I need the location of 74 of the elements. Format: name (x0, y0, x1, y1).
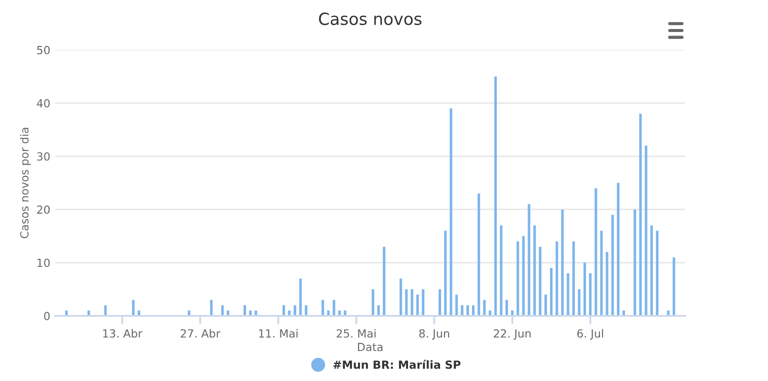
bar (634, 209, 636, 316)
bar (650, 225, 653, 316)
bar (516, 241, 520, 316)
bar (578, 289, 580, 316)
y-tick-label: 0 (44, 312, 50, 320)
bar (438, 289, 442, 316)
bar (460, 305, 464, 316)
bar (672, 257, 676, 316)
bar (405, 289, 408, 316)
bar (478, 194, 480, 316)
bar (382, 246, 386, 316)
bar (656, 230, 658, 316)
bar (294, 305, 296, 316)
bar (221, 305, 224, 316)
bar (583, 262, 586, 316)
y-tick-label: 10 (38, 258, 50, 268)
x-tick-label: 13. Abr (103, 329, 142, 338)
bar (282, 305, 286, 316)
bar (322, 300, 324, 316)
bar (556, 241, 558, 316)
bar (572, 241, 575, 316)
bar (332, 300, 336, 316)
y-tick-label: 30 (37, 152, 50, 161)
bar (244, 305, 246, 316)
y-tick-label: 50 (37, 46, 50, 54)
bar (488, 310, 492, 316)
bar (533, 225, 536, 316)
y-tick-label: 20 (37, 205, 50, 214)
bar (616, 182, 620, 316)
bar (500, 225, 502, 316)
x-tick-label: 22. Jun (494, 329, 531, 340)
x-tick-label: 27. Abr (180, 329, 220, 338)
bar (450, 108, 452, 316)
bar (589, 273, 592, 316)
x-tick-label: 11. Mai (259, 329, 298, 338)
legend-label: #Mun BR: Marília SP (333, 360, 461, 369)
bar (416, 294, 419, 316)
bar (132, 300, 135, 316)
bar (494, 76, 497, 316)
bar (561, 209, 564, 316)
bar (466, 305, 469, 316)
bar (104, 305, 107, 316)
x-tick-label: 6. Jul (577, 329, 604, 340)
bar (455, 294, 458, 316)
chart-title: Casos novos (319, 12, 422, 26)
x-tick-label: 8. Jun (419, 329, 450, 340)
bar (372, 289, 374, 316)
bar (444, 230, 447, 316)
bar (544, 294, 547, 316)
bar (594, 188, 598, 316)
bar (505, 300, 508, 316)
bar (644, 146, 648, 316)
bar (400, 278, 402, 316)
y-axis-title: Casos novos por dia (20, 128, 31, 238)
bar (566, 273, 570, 316)
bar (606, 252, 608, 316)
x-tick-label: 25. Mai (336, 329, 376, 338)
bar (550, 268, 553, 316)
bar (377, 305, 380, 316)
bar (422, 289, 424, 316)
bar (299, 278, 302, 316)
bar (304, 305, 308, 316)
bar (600, 230, 603, 316)
bar (472, 305, 475, 316)
bar (639, 114, 642, 316)
bar (522, 236, 525, 316)
bar (410, 289, 414, 316)
bar (483, 300, 486, 316)
bar (611, 214, 614, 316)
bar (528, 204, 530, 316)
bar (210, 300, 213, 316)
y-tick-label: 40 (36, 99, 50, 108)
x-axis-title: Data (358, 342, 382, 352)
bar (538, 246, 542, 316)
